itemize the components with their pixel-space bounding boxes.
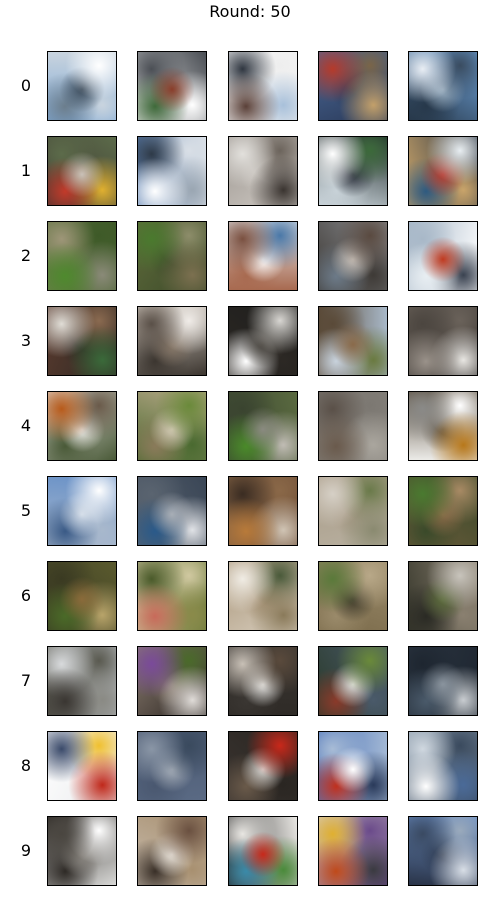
generated-image-tile-7-2 (228, 646, 298, 716)
generated-image-tile-0-2 (228, 51, 298, 121)
generated-image-tile-7-3 (318, 646, 388, 716)
generated-image-tile-2-4 (408, 221, 478, 291)
generated-image-tile-9-2 (228, 816, 298, 886)
row-label-0: 0 (20, 76, 32, 95)
generated-image-tile-5-4 (408, 476, 478, 546)
generated-image-tile-0-0 (47, 51, 117, 121)
generated-image-tile-8-1 (137, 731, 207, 801)
generated-image-tile-5-3 (318, 476, 388, 546)
generated-image-tile-3-3 (318, 306, 388, 376)
generated-image-tile-3-4 (408, 306, 478, 376)
row-label-3: 3 (20, 331, 32, 350)
generated-image-tile-4-2 (228, 391, 298, 461)
generated-image-tile-6-0 (47, 561, 117, 631)
generated-image-tile-5-1 (137, 476, 207, 546)
generated-image-tile-4-0 (47, 391, 117, 461)
generated-image-tile-0-4 (408, 51, 478, 121)
row-label-9: 9 (20, 841, 32, 860)
generated-image-tile-7-1 (137, 646, 207, 716)
row-label-4: 4 (20, 416, 32, 435)
generated-image-tile-8-3 (318, 731, 388, 801)
generated-image-tile-9-4 (408, 816, 478, 886)
generated-image-tile-8-0 (47, 731, 117, 801)
generated-image-tile-3-0 (47, 306, 117, 376)
generated-image-tile-0-3 (318, 51, 388, 121)
row-label-2: 2 (20, 246, 32, 265)
generated-image-tile-1-2 (228, 136, 298, 206)
generated-image-tile-8-2 (228, 731, 298, 801)
generated-image-tile-1-1 (137, 136, 207, 206)
generated-image-tile-4-3 (318, 391, 388, 461)
generated-image-tile-9-1 (137, 816, 207, 886)
row-label-8: 8 (20, 756, 32, 775)
generated-image-tile-3-1 (137, 306, 207, 376)
generated-image-tile-4-1 (137, 391, 207, 461)
generated-image-tile-6-3 (318, 561, 388, 631)
row-label-7: 7 (20, 671, 32, 690)
generated-image-tile-8-4 (408, 731, 478, 801)
generated-image-tile-6-4 (408, 561, 478, 631)
generated-image-tile-7-4 (408, 646, 478, 716)
row-label-5: 5 (20, 501, 32, 520)
generated-image-tile-7-0 (47, 646, 117, 716)
generated-image-tile-5-0 (47, 476, 117, 546)
generated-image-tile-6-2 (228, 561, 298, 631)
row-label-6: 6 (20, 586, 32, 605)
generated-image-tile-9-0 (47, 816, 117, 886)
generated-image-tile-2-0 (47, 221, 117, 291)
generated-image-tile-2-2 (228, 221, 298, 291)
generated-image-tile-0-1 (137, 51, 207, 121)
generated-image-tile-1-3 (318, 136, 388, 206)
figure-title: Round: 50 (209, 2, 291, 21)
generated-image-tile-4-4 (408, 391, 478, 461)
generated-image-tile-6-1 (137, 561, 207, 631)
generated-image-tile-5-2 (228, 476, 298, 546)
generated-image-tile-1-4 (408, 136, 478, 206)
generated-image-tile-2-3 (318, 221, 388, 291)
row-label-1: 1 (20, 161, 32, 180)
generated-image-tile-3-2 (228, 306, 298, 376)
generated-image-tile-2-1 (137, 221, 207, 291)
generated-image-tile-9-3 (318, 816, 388, 886)
generated-image-tile-1-0 (47, 136, 117, 206)
